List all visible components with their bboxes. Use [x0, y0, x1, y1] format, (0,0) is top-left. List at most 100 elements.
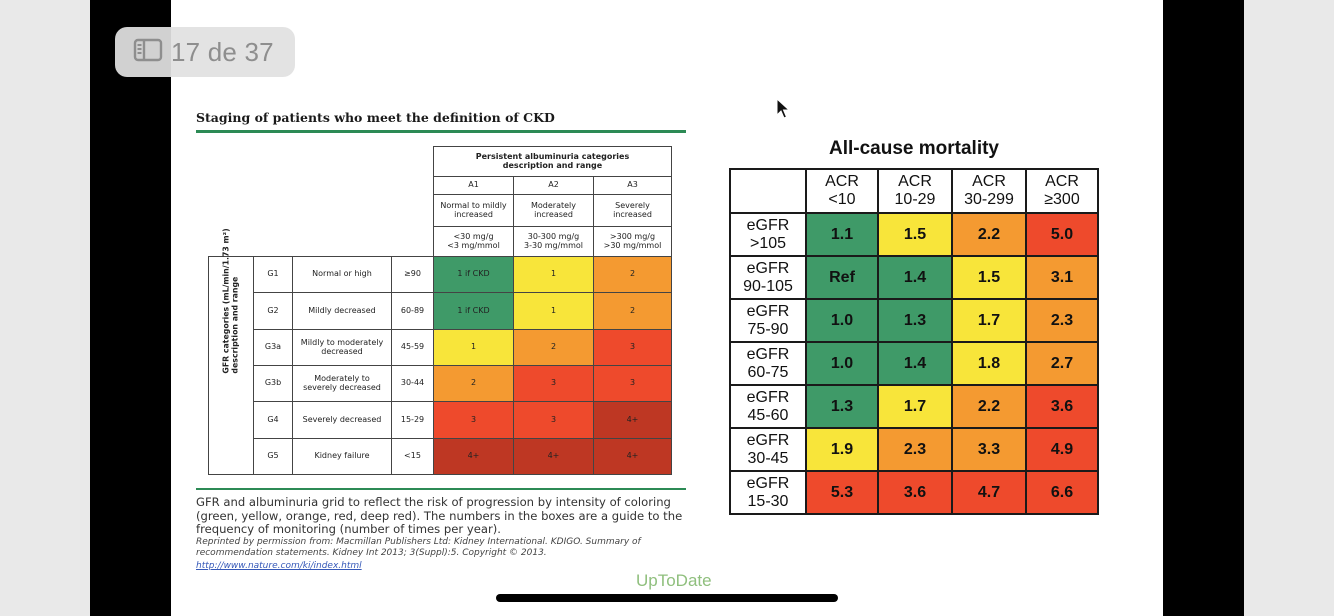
- gfr-code: G3b: [253, 365, 293, 402]
- albuminuria-code: A2: [513, 176, 594, 195]
- right-black-margin: [1163, 0, 1244, 616]
- albuminuria-desc: Normal to mildly increased: [433, 194, 514, 227]
- albuminuria-range-line: >300 mg/g: [609, 231, 656, 241]
- risk-cell: 2: [433, 365, 514, 402]
- gfr-desc: Severely decreased: [292, 401, 392, 439]
- mortality-value-cell: 1.4: [877, 341, 953, 386]
- uptodate-logo: UpToDate: [636, 571, 712, 590]
- mortality-title: All-cause mortality: [829, 138, 999, 159]
- acr-header-line: ACR: [898, 173, 932, 190]
- egfr-label-line: eGFR: [746, 302, 790, 320]
- acr-header-line: ≥300: [1044, 191, 1080, 208]
- risk-cell: 2: [593, 292, 672, 330]
- albuminuria-desc-line: Severely: [615, 200, 650, 210]
- gfr-row: G3b Moderately to severely decreased 30-44 2…: [209, 365, 672, 402]
- egfr-row: eGFR 15-30 5.3 3.6 4.7 6.6: [729, 470, 1099, 515]
- mortality-value-cell: 1.9: [805, 427, 879, 472]
- risk-cell: 4+: [513, 438, 594, 475]
- gfr-desc: Mildly to moderately decreased: [292, 329, 392, 366]
- ckd-header-row-title: Persistent albuminuria categories descri…: [209, 146, 672, 177]
- acr-header-line: 10-29: [894, 191, 936, 208]
- gfr-desc-line: Mildly to moderately: [300, 337, 384, 347]
- mouse-pointer-icon: [776, 97, 791, 125]
- risk-cell: 2: [593, 256, 672, 293]
- mortality-value-cell: 5.0: [1025, 212, 1099, 257]
- gfr-side-label-line2: description and range: [230, 276, 239, 374]
- egfr-row: eGFR 45-60 1.3 1.7 2.2 3.6: [729, 384, 1099, 429]
- risk-cell: 4+: [593, 438, 672, 475]
- mortality-value-cell: 1.7: [951, 298, 1027, 343]
- gfr-row: G4 Severely decreased 15-29 3 3 4+: [209, 401, 672, 439]
- mortality-value-cell: 1.3: [805, 384, 879, 429]
- gfr-range: ≥90: [391, 256, 434, 293]
- left-black-margin: [90, 0, 171, 616]
- ckd-blank-corner: [209, 147, 434, 257]
- mortality-header-row: ACR <10 ACR 10-29 ACR 30-299 ACR ≥300: [729, 168, 1099, 214]
- egfr-label-line: eGFR: [746, 345, 790, 363]
- gfr-range: 30-44: [391, 365, 434, 402]
- mortality-value-cell: 1.5: [951, 255, 1027, 300]
- albuminuria-desc-line: increased: [613, 209, 652, 219]
- mortality-value-cell: 3.6: [1025, 384, 1099, 429]
- gfr-desc: Mildly decreased: [292, 292, 392, 330]
- risk-cell: 4+: [593, 401, 672, 439]
- gfr-code: G3a: [253, 329, 293, 366]
- albuminuria-range: >300 mg/g >30 mg/mmol: [593, 226, 672, 257]
- risk-cell: 4+: [433, 438, 514, 475]
- home-indicator[interactable]: [496, 594, 838, 602]
- risk-cell: 1 if CKD: [433, 256, 514, 293]
- note-divider: [196, 488, 686, 490]
- risk-cell: 3: [513, 401, 594, 439]
- mortality-value-cell: 1.1: [805, 212, 879, 257]
- gfr-range: 15-29: [391, 401, 434, 439]
- mortality-value-cell: 6.6: [1025, 470, 1099, 515]
- mortality-value-cell: 4.7: [951, 470, 1027, 515]
- gfr-code: G1: [253, 256, 293, 293]
- acr-header: ACR 10-29: [877, 168, 953, 214]
- albuminuria-range: 30-300 mg/g 3-30 mg/mmol: [513, 226, 594, 257]
- albuminuria-code: A3: [593, 176, 672, 195]
- ckd-body: GFR categories (mL/min/1.73 m²) descripti…: [208, 228, 672, 475]
- albuminuria-range-line: <30 mg/g: [453, 231, 494, 241]
- albuminuria-desc-line: increased: [454, 209, 493, 219]
- egfr-label-line: 30-45: [747, 449, 789, 467]
- mortality-value-cell: 1.5: [877, 212, 953, 257]
- gfr-row: G2 Mildly decreased 60-89 1 if CKD 1 2: [209, 292, 672, 330]
- albuminuria-desc-line: Moderately: [530, 200, 576, 210]
- albuminuria-desc-line: Normal to mildly: [440, 200, 507, 210]
- ckd-reprint-credit: Reprinted by permission from: Macmillan …: [196, 537, 641, 558]
- risk-cell: 1 if CKD: [433, 292, 514, 330]
- mortality-value-cell: 3.3: [951, 427, 1027, 472]
- mortality-value-cell: 2.7: [1025, 341, 1099, 386]
- mortality-value-cell: 1.0: [805, 298, 879, 343]
- mortality-value-cell: 1.3: [877, 298, 953, 343]
- risk-cell: 3: [513, 365, 594, 402]
- gfr-desc: Moderately to severely decreased: [292, 365, 392, 402]
- source-link[interactable]: http://www.nature.com/ki/index.html: [196, 561, 362, 571]
- albuminuria-range: <30 mg/g <3 mg/mmol: [433, 226, 514, 257]
- egfr-row-header: eGFR 90-105: [729, 255, 807, 300]
- albuminuria-header-line2: description and range: [502, 160, 603, 170]
- risk-cell: 2: [513, 329, 594, 366]
- risk-cell: 1: [513, 292, 594, 330]
- egfr-row-header: eGFR >105: [729, 212, 807, 257]
- mortality-value-cell: 2.3: [1025, 298, 1099, 343]
- mortality-value-cell: 3.1: [1025, 255, 1099, 300]
- egfr-label-line: eGFR: [746, 259, 790, 277]
- mortality-value-cell: 2.3: [877, 427, 953, 472]
- acr-header-line: 30-299: [964, 191, 1014, 208]
- mortality-corner: [729, 168, 807, 214]
- gfr-range: <15: [391, 438, 434, 475]
- egfr-label-line: 45-60: [747, 406, 789, 424]
- albuminuria-desc-line: increased: [534, 209, 573, 219]
- egfr-row: eGFR 60-75 1.0 1.4 1.8 2.7: [729, 341, 1099, 386]
- gfr-desc-line: decreased: [321, 346, 363, 356]
- mortality-value-cell: 1.7: [877, 384, 953, 429]
- acr-header: ACR <10: [805, 168, 879, 214]
- gfr-desc-line: severely decreased: [303, 382, 381, 392]
- ckd-header-row-desc: Normal to mildly increased Moderately incr…: [209, 194, 672, 227]
- mortality-value-cell: 2.2: [951, 384, 1027, 429]
- page-counter-button[interactable]: 17 de 37: [115, 27, 295, 77]
- egfr-label-line: 90-105: [743, 277, 793, 295]
- ckd-staging-title: Staging of patients who meet the definit…: [196, 110, 555, 125]
